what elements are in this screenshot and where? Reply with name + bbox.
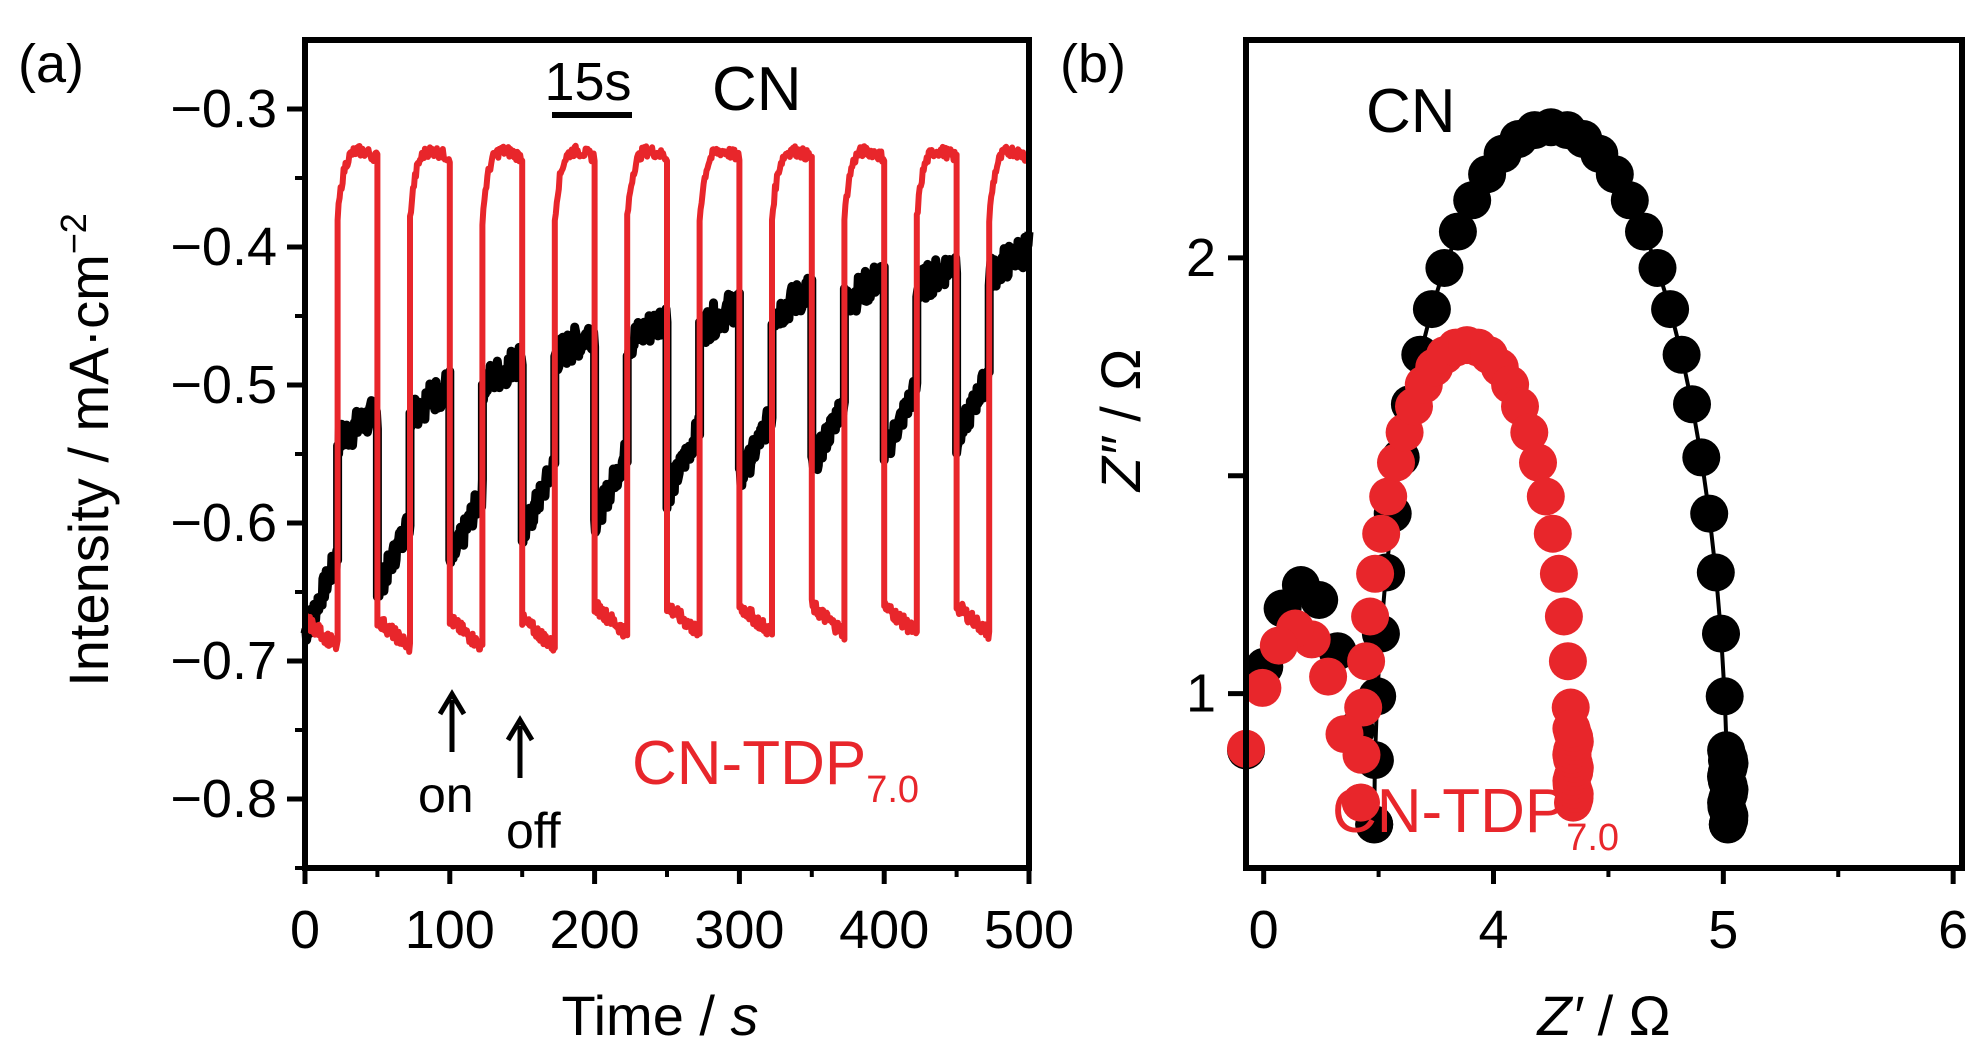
panel-a-tdp-label-sub: 7.0 bbox=[866, 769, 919, 811]
scale-bar-label: 15s bbox=[544, 52, 631, 112]
off-annotation: off bbox=[505, 715, 561, 859]
panel-b-xlabel-main: / Ω bbox=[1582, 984, 1671, 1047]
panel-a-ylabel-main: Intensity / mA·cm bbox=[57, 254, 120, 687]
panel-a-axes: 0 100 200 300 400 500 −0.3 −0.4 −0.5 −0.6 −0.7 −0.8 bbox=[170, 79, 1074, 960]
scale-bar: 15s bbox=[544, 52, 632, 118]
cn-tdp-nyquist-point bbox=[1544, 597, 1583, 636]
cn-tdp-nyquist-point bbox=[1356, 554, 1395, 593]
panel-a-ytick-label: −0.5 bbox=[170, 355, 277, 415]
on-arrow-icon bbox=[437, 689, 467, 716]
panel-a-label: (a) bbox=[18, 34, 84, 94]
panel-a-ytick-label: −0.6 bbox=[170, 493, 277, 553]
cn-tdp-nyquist-point bbox=[1377, 443, 1415, 482]
panel-a-xtick-label: 0 bbox=[290, 900, 320, 960]
panel-b-points bbox=[1227, 108, 1749, 844]
panel-b-axes: 0 4 5 6 1 2 bbox=[1186, 228, 1968, 960]
panel-b-xtick-label: 4 bbox=[1478, 900, 1508, 960]
panel-b-tdp-label-main: CN-TDP bbox=[1332, 777, 1566, 846]
cn-tdp-nyquist-point bbox=[1344, 688, 1383, 727]
panel-b-tdp-label-sub: 7.0 bbox=[1566, 817, 1619, 859]
cn-tdp-nyquist-point bbox=[1519, 443, 1557, 482]
panel-a-xtick-label: 200 bbox=[550, 900, 640, 960]
panel-b-xtick-label: 0 bbox=[1249, 900, 1279, 960]
panel-b-ylabel-main: / Ω bbox=[1089, 349, 1152, 438]
panel-a-cn-label: CN bbox=[712, 55, 802, 124]
panel-a-ytick-label: −0.3 bbox=[170, 79, 277, 139]
panel-a-xtick-label: 400 bbox=[839, 900, 929, 960]
panel-b-ytick-label: 1 bbox=[1186, 664, 1216, 724]
cn-tdp-nyquist-point bbox=[1309, 657, 1348, 696]
cn-tdp-nyquist-point bbox=[1351, 597, 1390, 636]
panel-b-cn-label: CN bbox=[1366, 77, 1456, 146]
cn-tdp-nyquist-point bbox=[1341, 783, 1380, 822]
panel-b-xlabel-italic: Z′ bbox=[1535, 984, 1584, 1047]
panel-b-ylabel: Z″ / Ω bbox=[1089, 349, 1152, 494]
panel-b-frame bbox=[1243, 37, 1965, 871]
panel-a-photocurrent: (a) 0 100 200 300 400 500 −0.3 −0.4 −0.5 −0.6 −0.7… bbox=[18, 34, 1074, 1047]
cn-tdp-nyquist-point bbox=[1362, 514, 1401, 553]
on-label: on bbox=[418, 767, 474, 823]
panel-b-label: (b) bbox=[1060, 34, 1126, 94]
panel-b-xtick-label: 6 bbox=[1938, 900, 1968, 960]
on-annotation: on bbox=[418, 689, 474, 823]
panel-a-tdp-label: CN-TDP7.0 bbox=[632, 729, 919, 811]
panel-b-ytick-label: 2 bbox=[1186, 228, 1216, 288]
panel-a-xtick-label: 300 bbox=[694, 900, 784, 960]
panel-a-xtick-label: 100 bbox=[405, 900, 495, 960]
panel-a-ylabel: Intensity / mA·cm−2 bbox=[53, 213, 120, 687]
panel-b-tdp-label: CN-TDP7.0 bbox=[1332, 777, 1619, 859]
cn-tdp-nyquist-point bbox=[1259, 626, 1298, 665]
panel-a-xtick-label: 500 bbox=[984, 900, 1074, 960]
cn-tdp-photocurrent-line bbox=[302, 142, 1031, 655]
cn-tdp-nyquist-point bbox=[1325, 715, 1364, 754]
panel-a-ytick-label: −0.4 bbox=[170, 217, 277, 277]
panel-a-tdp-label-main: CN-TDP bbox=[632, 729, 866, 798]
cn-tdp-nyquist-point bbox=[1552, 709, 1591, 748]
cn-tdp-nyquist-point bbox=[1526, 477, 1565, 516]
panel-a-traces bbox=[300, 142, 1034, 655]
panel-a-xlabel-main: Time / bbox=[561, 984, 730, 1047]
off-arrow-icon bbox=[505, 715, 535, 742]
panel-a-xlabel: Time / s bbox=[561, 984, 758, 1047]
panel-a-ytick-label: −0.7 bbox=[170, 631, 277, 691]
panel-a-xlabel-italic: s bbox=[731, 984, 759, 1047]
panel-b-nyquist: (b) 0 4 5 6 1 2 CN CN-TDP7.0 Z′ / Ω Z″ / Ω bbox=[1060, 34, 1968, 1047]
panel-b-ylabel-italic: Z″ bbox=[1089, 435, 1152, 493]
panel-a-ylabel-sup: −2 bbox=[53, 213, 94, 254]
off-label: off bbox=[506, 803, 561, 859]
cn-tdp-nyquist-point bbox=[1243, 668, 1282, 707]
cn-tdp-nyquist-point bbox=[1347, 642, 1386, 681]
cn-tdp-nyquist-point bbox=[1510, 413, 1549, 452]
panel-b-xtick-label: 5 bbox=[1708, 900, 1738, 960]
cn-tdp-nyquist-point bbox=[1369, 477, 1408, 516]
cn-tdp-nyquist-point bbox=[1533, 514, 1572, 553]
cn-tdp-nyquist-point bbox=[1548, 642, 1587, 681]
panel-a-ytick-label: −0.8 bbox=[170, 769, 277, 829]
cn-tdp-nyquist-point bbox=[1539, 554, 1578, 593]
panel-b-xlabel: Z′ / Ω bbox=[1535, 984, 1670, 1047]
